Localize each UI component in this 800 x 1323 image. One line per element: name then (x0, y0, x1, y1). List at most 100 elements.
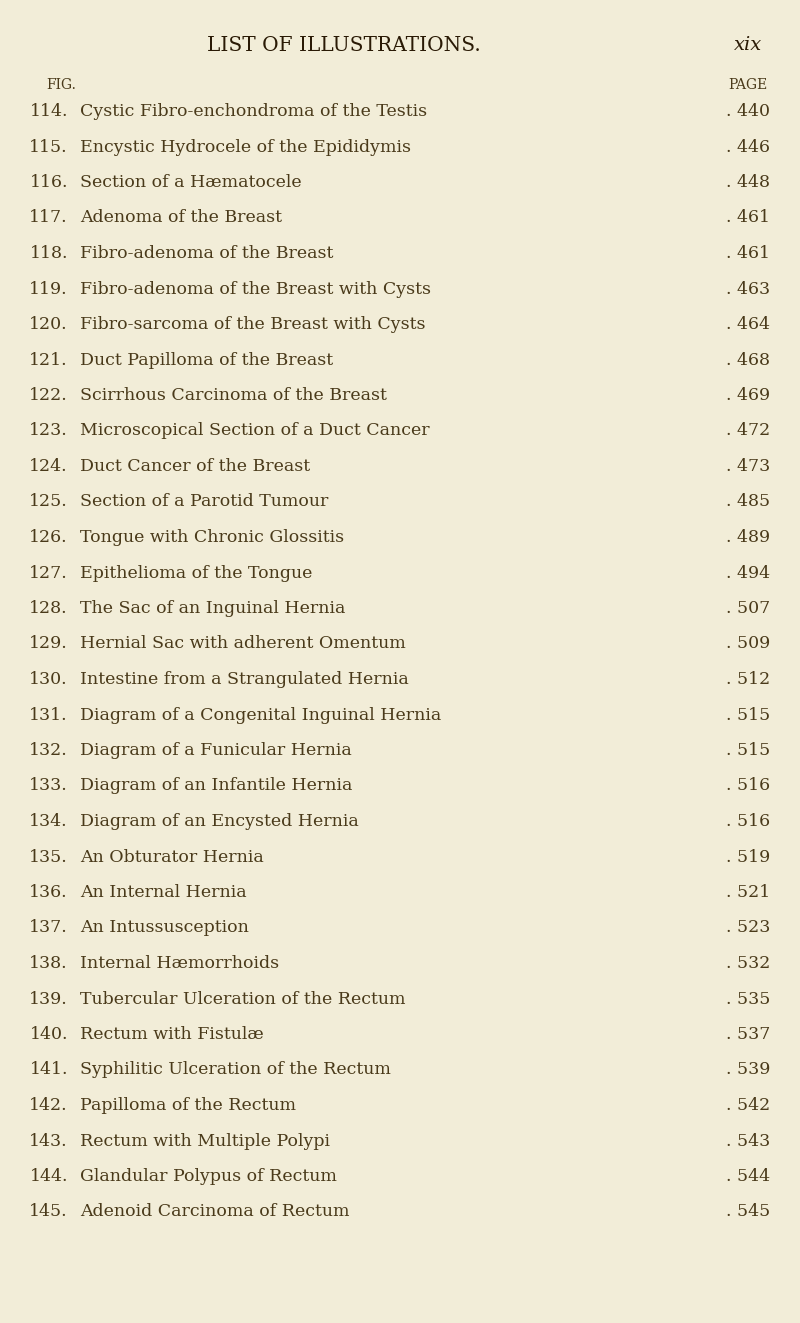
Text: 114.: 114. (30, 103, 68, 120)
Text: Diagram of a Congenital Inguinal Hernia: Diagram of a Congenital Inguinal Hernia (80, 706, 442, 724)
Text: . 494: . 494 (726, 565, 770, 582)
Text: 118.: 118. (30, 245, 68, 262)
Text: Diagram of an Encysted Hernia: Diagram of an Encysted Hernia (80, 814, 358, 830)
Text: . 521: . 521 (726, 884, 770, 901)
Text: Section of a Parotid Tumour: Section of a Parotid Tumour (80, 493, 328, 511)
Text: 133.: 133. (30, 778, 68, 795)
Text: 132.: 132. (30, 742, 68, 759)
Text: 138.: 138. (30, 955, 68, 972)
Text: Papilloma of the Rectum: Papilloma of the Rectum (80, 1097, 296, 1114)
Text: 120.: 120. (30, 316, 68, 333)
Text: Intestine from a Strangulated Hernia: Intestine from a Strangulated Hernia (80, 671, 409, 688)
Text: Diagram of a Funicular Hernia: Diagram of a Funicular Hernia (80, 742, 352, 759)
Text: Rectum with Fistulæ: Rectum with Fistulæ (80, 1027, 264, 1043)
Text: . 519: . 519 (726, 848, 770, 865)
Text: An Intussusception: An Intussusception (80, 919, 249, 937)
Text: . 461: . 461 (726, 209, 770, 226)
Text: . 446: . 446 (726, 139, 770, 156)
Text: Microscopical Section of a Duct Cancer: Microscopical Section of a Duct Cancer (80, 422, 430, 439)
Text: 122.: 122. (30, 388, 68, 404)
Text: 139.: 139. (30, 991, 68, 1008)
Text: 145.: 145. (30, 1204, 68, 1221)
Text: . 532: . 532 (726, 955, 770, 972)
Text: Scirrhous Carcinoma of the Breast: Scirrhous Carcinoma of the Breast (80, 388, 387, 404)
Text: . 516: . 516 (726, 814, 770, 830)
Text: . 485: . 485 (726, 493, 770, 511)
Text: 119.: 119. (30, 280, 68, 298)
Text: Fibro-adenoma of the Breast: Fibro-adenoma of the Breast (80, 245, 334, 262)
Text: . 507: . 507 (726, 601, 770, 617)
Text: . 464: . 464 (726, 316, 770, 333)
Text: . 509: . 509 (726, 635, 770, 652)
Text: The Sac of an Inguinal Hernia: The Sac of an Inguinal Hernia (80, 601, 346, 617)
Text: . 544: . 544 (726, 1168, 770, 1185)
Text: . 545: . 545 (726, 1204, 770, 1221)
Text: xix: xix (734, 36, 762, 54)
Text: 140.: 140. (30, 1027, 68, 1043)
Text: Section of a Hæmatocele: Section of a Hæmatocele (80, 175, 302, 191)
Text: . 515: . 515 (726, 706, 770, 724)
Text: . 463: . 463 (726, 280, 770, 298)
Text: Encystic Hydrocele of the Epididymis: Encystic Hydrocele of the Epididymis (80, 139, 411, 156)
Text: . 448: . 448 (726, 175, 770, 191)
Text: FIG.: FIG. (46, 78, 76, 93)
Text: Tubercular Ulceration of the Rectum: Tubercular Ulceration of the Rectum (80, 991, 406, 1008)
Text: 124.: 124. (30, 458, 68, 475)
Text: Syphilitic Ulceration of the Rectum: Syphilitic Ulceration of the Rectum (80, 1061, 391, 1078)
Text: Fibro-adenoma of the Breast with Cysts: Fibro-adenoma of the Breast with Cysts (80, 280, 431, 298)
Text: Adenoma of the Breast: Adenoma of the Breast (80, 209, 282, 226)
Text: 141.: 141. (30, 1061, 68, 1078)
Text: Duct Cancer of the Breast: Duct Cancer of the Breast (80, 458, 310, 475)
Text: . 440: . 440 (726, 103, 770, 120)
Text: . 523: . 523 (726, 919, 770, 937)
Text: 135.: 135. (30, 848, 68, 865)
Text: Tongue with Chronic Glossitis: Tongue with Chronic Glossitis (80, 529, 344, 546)
Text: . 539: . 539 (726, 1061, 770, 1078)
Text: . 468: . 468 (726, 352, 770, 369)
Text: Rectum with Multiple Polypi: Rectum with Multiple Polypi (80, 1132, 330, 1150)
Text: 126.: 126. (30, 529, 68, 546)
Text: . 469: . 469 (726, 388, 770, 404)
Text: Epithelioma of the Tongue: Epithelioma of the Tongue (80, 565, 312, 582)
Text: 143.: 143. (30, 1132, 68, 1150)
Text: Duct Papilloma of the Breast: Duct Papilloma of the Breast (80, 352, 333, 369)
Text: 115.: 115. (30, 139, 68, 156)
Text: 134.: 134. (30, 814, 68, 830)
Text: 123.: 123. (30, 422, 68, 439)
Text: 142.: 142. (30, 1097, 68, 1114)
Text: 136.: 136. (30, 884, 68, 901)
Text: Glandular Polypus of Rectum: Glandular Polypus of Rectum (80, 1168, 337, 1185)
Text: 144.: 144. (30, 1168, 68, 1185)
Text: 125.: 125. (30, 493, 68, 511)
Text: . 461: . 461 (726, 245, 770, 262)
Text: 127.: 127. (30, 565, 68, 582)
Text: Hernial Sac with adherent Omentum: Hernial Sac with adherent Omentum (80, 635, 406, 652)
Text: . 537: . 537 (726, 1027, 770, 1043)
Text: . 515: . 515 (726, 742, 770, 759)
Text: Cystic Fibro-enchondroma of the Testis: Cystic Fibro-enchondroma of the Testis (80, 103, 427, 120)
Text: . 512: . 512 (726, 671, 770, 688)
Text: . 543: . 543 (726, 1132, 770, 1150)
Text: Adenoid Carcinoma of Rectum: Adenoid Carcinoma of Rectum (80, 1204, 350, 1221)
Text: . 542: . 542 (726, 1097, 770, 1114)
Text: . 472: . 472 (726, 422, 770, 439)
Text: Diagram of an Infantile Hernia: Diagram of an Infantile Hernia (80, 778, 352, 795)
Text: 121.: 121. (30, 352, 68, 369)
Text: Fibro-sarcoma of the Breast with Cysts: Fibro-sarcoma of the Breast with Cysts (80, 316, 426, 333)
Text: . 535: . 535 (726, 991, 770, 1008)
Text: . 516: . 516 (726, 778, 770, 795)
Text: Internal Hæmorrhoids: Internal Hæmorrhoids (80, 955, 279, 972)
Text: 128.: 128. (30, 601, 68, 617)
Text: 129.: 129. (30, 635, 68, 652)
Text: 116.: 116. (30, 175, 68, 191)
Text: An Internal Hernia: An Internal Hernia (80, 884, 246, 901)
Text: 117.: 117. (30, 209, 68, 226)
Text: 130.: 130. (30, 671, 68, 688)
Text: LIST OF ILLUSTRATIONS.: LIST OF ILLUSTRATIONS. (207, 36, 481, 56)
Text: An Obturator Hernia: An Obturator Hernia (80, 848, 264, 865)
Text: 137.: 137. (30, 919, 68, 937)
Text: . 473: . 473 (726, 458, 770, 475)
Text: . 489: . 489 (726, 529, 770, 546)
Text: 131.: 131. (30, 706, 68, 724)
Text: PAGE: PAGE (728, 78, 768, 93)
